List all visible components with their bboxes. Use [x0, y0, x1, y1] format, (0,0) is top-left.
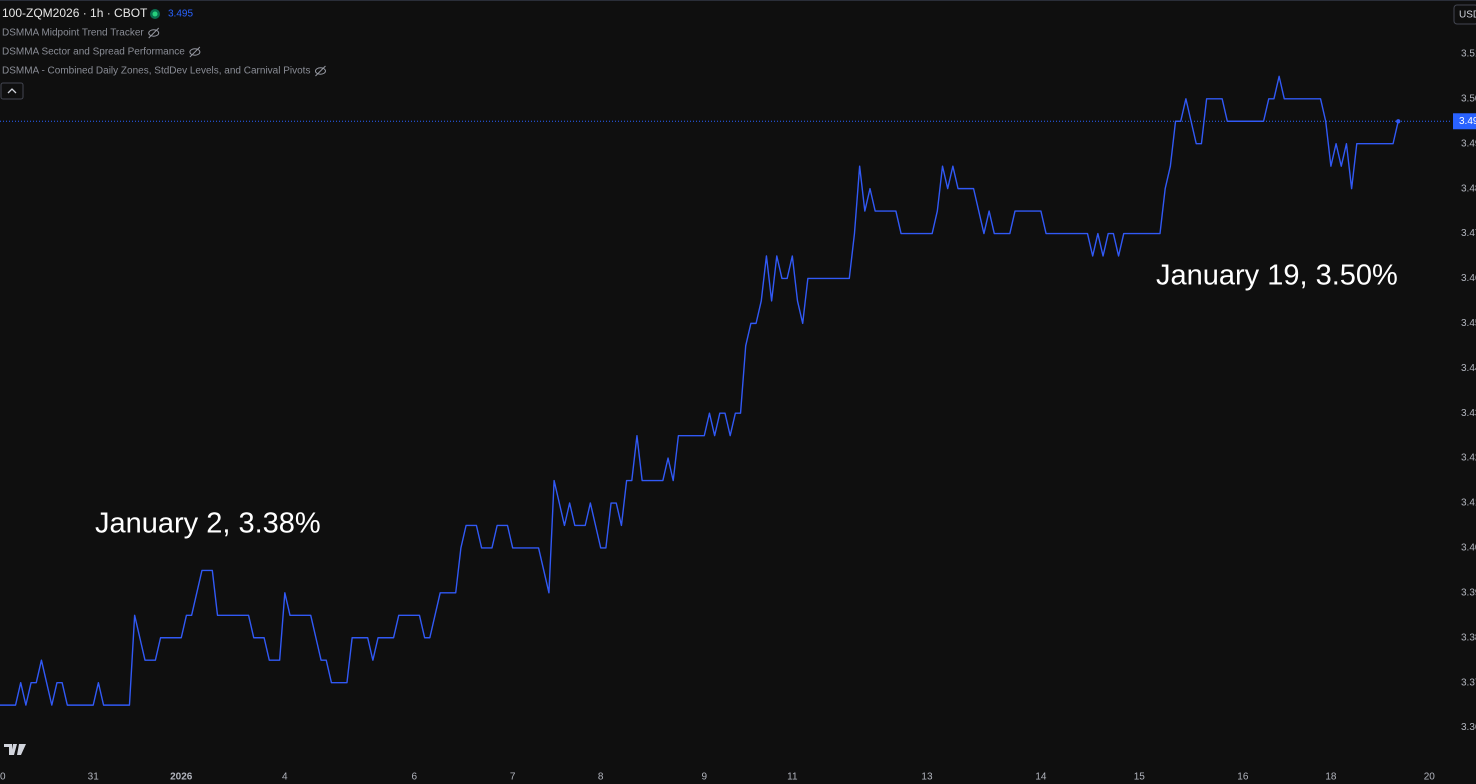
header-price: 3.495 [168, 9, 193, 20]
x-tick-label: 14 [1035, 772, 1047, 783]
x-tick-label: 4 [282, 772, 288, 783]
collapse-icon [7, 88, 17, 94]
y-tick-label: 3.51 [1461, 49, 1476, 60]
annotation: January 19, 3.50% [1156, 260, 1398, 292]
x-tick-label: 31 [88, 772, 100, 783]
y-tick-label: 3.37 [1461, 677, 1476, 688]
y-tick-label: 3.42 [1461, 453, 1476, 464]
x-tick-label: 6 [412, 772, 418, 783]
symbol-title: 100-ZQM2026 · 1h · CBOT [2, 6, 148, 20]
eye-icon [148, 29, 160, 37]
annotation: January 2, 3.38% [95, 508, 321, 540]
x-tick-label: 2026 [170, 772, 193, 783]
x-tick-label: 15 [1134, 772, 1146, 783]
y-tick-label: 3.46 [1461, 273, 1476, 284]
y-tick-label: 3.43 [1461, 408, 1476, 419]
x-tick-label: 20 [1424, 772, 1436, 783]
x-tick-label: 18 [1325, 772, 1337, 783]
indicator-name: DSMMA Sector and Spread Performance [2, 47, 185, 58]
y-tick-label: 3.47 [1461, 228, 1476, 239]
currency-box[interactable] [1453, 4, 1476, 25]
eye-icon [189, 48, 201, 56]
last-price-label: 3.495 [1459, 116, 1476, 127]
y-tick-label: 3.41 [1461, 498, 1476, 509]
eye-icon [314, 67, 326, 75]
y-tick-label: 3.50 [1461, 93, 1476, 104]
x-tick-label: 30 [0, 772, 6, 783]
y-tick-label: 3.45 [1461, 318, 1476, 329]
eye-slash [148, 27, 160, 39]
logo-mark [4, 744, 26, 755]
x-tick-label: 9 [702, 772, 708, 783]
y-tick-label: 3.48 [1461, 183, 1476, 194]
status-dot-core [152, 11, 158, 17]
y-tick-label: 3.38 [1461, 632, 1476, 643]
indicator-name: DSMMA - Combined Daily Zones, StdDev Lev… [2, 66, 310, 77]
last-price-box [1453, 113, 1476, 130]
hidden-icons [148, 27, 326, 77]
last-point [1396, 119, 1401, 124]
x-tick-label: 8 [598, 772, 604, 783]
collapse-button[interactable] [0, 82, 24, 100]
y-tick-label: 3.36 [1461, 722, 1476, 733]
x-tick-label: 11 [787, 772, 798, 783]
y-tick-label: 3.39 [1461, 587, 1476, 598]
price-line [0, 75, 1399, 706]
indicator-name: DSMMA Midpoint Trend Tracker [2, 28, 144, 39]
eye-slash [189, 46, 201, 58]
y-tick-label: 3.40 [1461, 543, 1476, 554]
x-tick-label: 16 [1237, 772, 1249, 783]
x-tick-label: 13 [921, 772, 933, 783]
x-tick-label: 7 [510, 772, 516, 783]
y-tick-label: 3.49 [1461, 138, 1476, 149]
y-tick-label: 3.44 [1461, 363, 1476, 374]
tv-logo [4, 744, 26, 755]
currency-label: USD [1459, 10, 1476, 21]
eye-slash [315, 65, 326, 77]
